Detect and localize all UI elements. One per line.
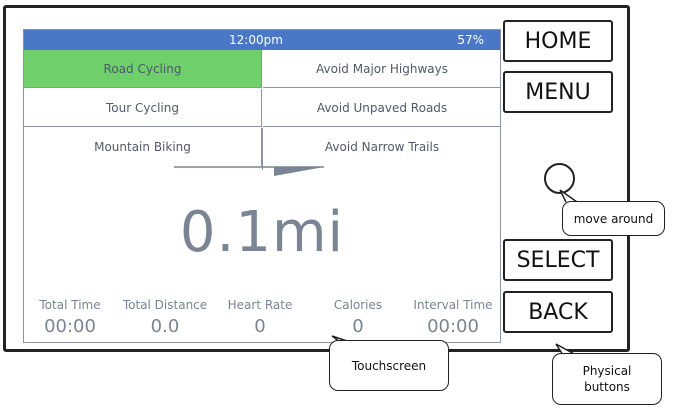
stat-label: Total Distance xyxy=(122,298,208,312)
option-avoid-narrow-trails[interactable]: Avoid Narrow Trails xyxy=(324,140,440,154)
callout-touchscreen: Touchscreen xyxy=(329,340,449,391)
menu-button[interactable]: MENU xyxy=(503,71,613,113)
option-avoid-unpaved-roads[interactable]: Avoid Unpaved Roads xyxy=(263,89,500,127)
option-tour-cycling[interactable]: Tour Cycling xyxy=(24,89,262,127)
callout-knob: move around xyxy=(562,201,665,236)
status-bar: 12:00pm 57% xyxy=(24,30,500,50)
home-button[interactable]: HOME xyxy=(503,20,613,62)
navigation-knob[interactable] xyxy=(544,163,575,194)
touchscreen[interactable]: 12:00pm 57% Road Cycling Avoid Major Hig… xyxy=(23,29,501,343)
select-button[interactable]: SELECT xyxy=(503,239,613,281)
callout-text: buttons xyxy=(584,380,630,394)
stat-interval-time: Interval Time 00:00 xyxy=(410,298,496,337)
direction-arrow-icon xyxy=(174,166,324,176)
battery-level: 57% xyxy=(457,33,484,47)
callout-text: Touchscreen xyxy=(351,358,427,373)
callout-text: Physical xyxy=(582,364,632,378)
option-avoid-major-highways[interactable]: Avoid Major Highways xyxy=(263,50,500,88)
callout-text: move around xyxy=(573,211,654,226)
stat-value: 00:00 xyxy=(427,316,479,337)
stat-total-time: Total Time 00:00 xyxy=(26,298,114,337)
stat-heart-rate: Heart Rate 0 xyxy=(220,298,300,337)
back-button[interactable]: BACK xyxy=(503,291,613,333)
stat-value: 0 xyxy=(352,316,364,337)
option-mountain-biking[interactable]: Mountain Biking xyxy=(24,128,262,166)
divider xyxy=(262,128,263,170)
device-frame: 12:00pm 57% Road Cycling Avoid Major Hig… xyxy=(3,5,630,352)
stats-row: Total Time 00:00 Total Distance 0.0 Hear… xyxy=(24,298,500,342)
distance-readout: 0.1mi xyxy=(179,200,345,265)
stat-label: Total Time xyxy=(39,298,101,312)
stat-total-distance: Total Distance 0.0 xyxy=(120,298,210,337)
stat-label: Calories xyxy=(333,298,383,312)
option-road-cycling[interactable]: Road Cycling xyxy=(24,50,262,88)
stat-value: 0 xyxy=(254,316,266,337)
stat-label: Interval Time xyxy=(413,298,493,312)
stat-calories: Calories 0 xyxy=(320,298,396,337)
stat-label: Heart Rate xyxy=(227,298,293,312)
clock: 12:00pm xyxy=(229,33,283,47)
stat-value: 00:00 xyxy=(44,316,96,337)
callout-physical-buttons: Physical buttons xyxy=(552,353,662,405)
stat-value: 0.0 xyxy=(150,316,180,337)
